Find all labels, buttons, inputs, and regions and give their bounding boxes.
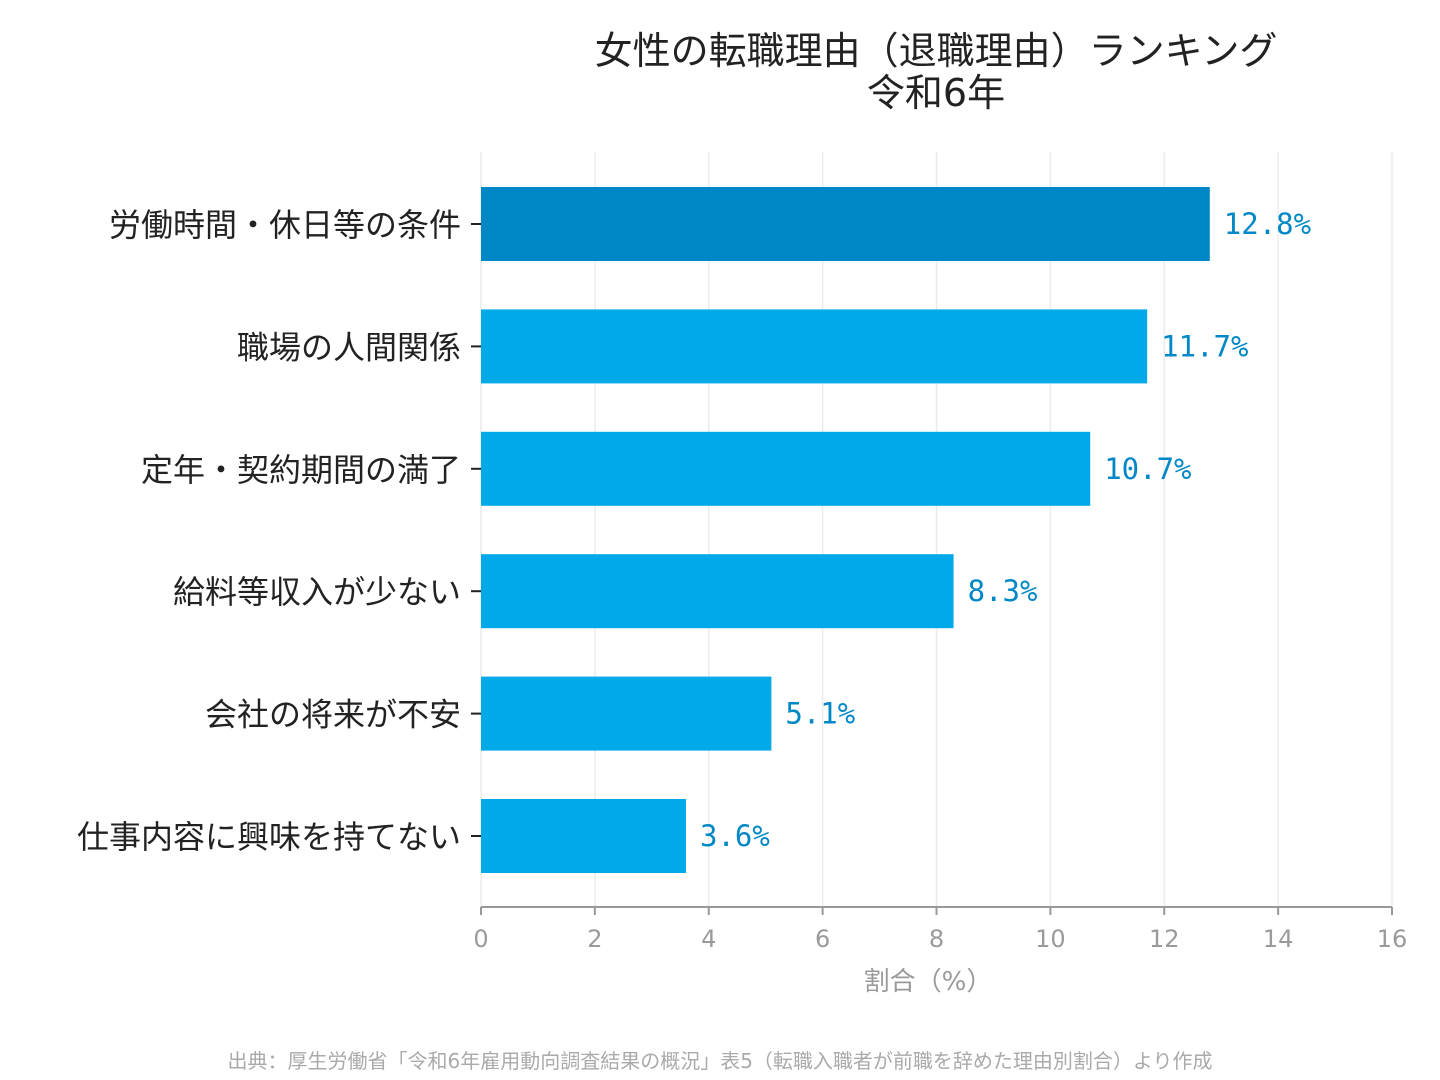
- x-tick-label: 4: [701, 925, 716, 953]
- value-label: 8.3%: [968, 574, 1038, 608]
- source-note: 出典：厚生労働省「令和6年雇用動向調査結果の概況」表5（転職入職者が前職を辞めた…: [227, 1049, 1212, 1073]
- x-tick-label: 14: [1263, 925, 1294, 953]
- x-axis-title: 割合（%）: [864, 967, 993, 997]
- category-label: 仕事内容に興味を持てない: [77, 818, 461, 856]
- x-tick-label: 6: [815, 925, 830, 953]
- bar: [481, 554, 954, 629]
- category-label: 職場の人間関係: [237, 328, 461, 366]
- category-label: 会社の将来が不安: [205, 696, 461, 734]
- bar: [481, 187, 1210, 261]
- x-tick-label: 0: [473, 925, 488, 953]
- value-label: 12.8%: [1224, 207, 1311, 241]
- x-tick-label: 10: [1035, 925, 1066, 953]
- bar: [481, 431, 1091, 506]
- bars: 12.8% 11.7% 10.7% 8.3% 5.1% 3.6%: [481, 187, 1311, 873]
- value-label: 11.7%: [1161, 329, 1248, 363]
- value-label: 3.6%: [700, 819, 770, 853]
- gridlines: [480, 152, 1393, 907]
- category-label: 給料等収入が少ない: [173, 573, 461, 611]
- axes: 労働時間・休日等の条件職場の人間関係定年・契約期間の満了給料等収入が少ない会社の…: [77, 206, 1407, 953]
- bar: [481, 309, 1148, 384]
- category-label: 労働時間・休日等の条件: [109, 206, 461, 244]
- x-tick-label: 12: [1149, 925, 1180, 953]
- x-tick-label: 8: [929, 925, 944, 953]
- x-tick-label: 2: [587, 925, 602, 953]
- chart-subtitle: 令和6年: [867, 71, 1005, 115]
- x-tick-label: 16: [1377, 925, 1408, 953]
- category-label: 定年・契約期間の満了: [141, 451, 461, 489]
- value-label: 10.7%: [1104, 452, 1191, 486]
- chart-title: 女性の転職理由（退職理由）ランキング: [595, 29, 1278, 73]
- bar: [481, 799, 686, 873]
- bar: [481, 676, 772, 751]
- value-label: 5.1%: [785, 697, 855, 731]
